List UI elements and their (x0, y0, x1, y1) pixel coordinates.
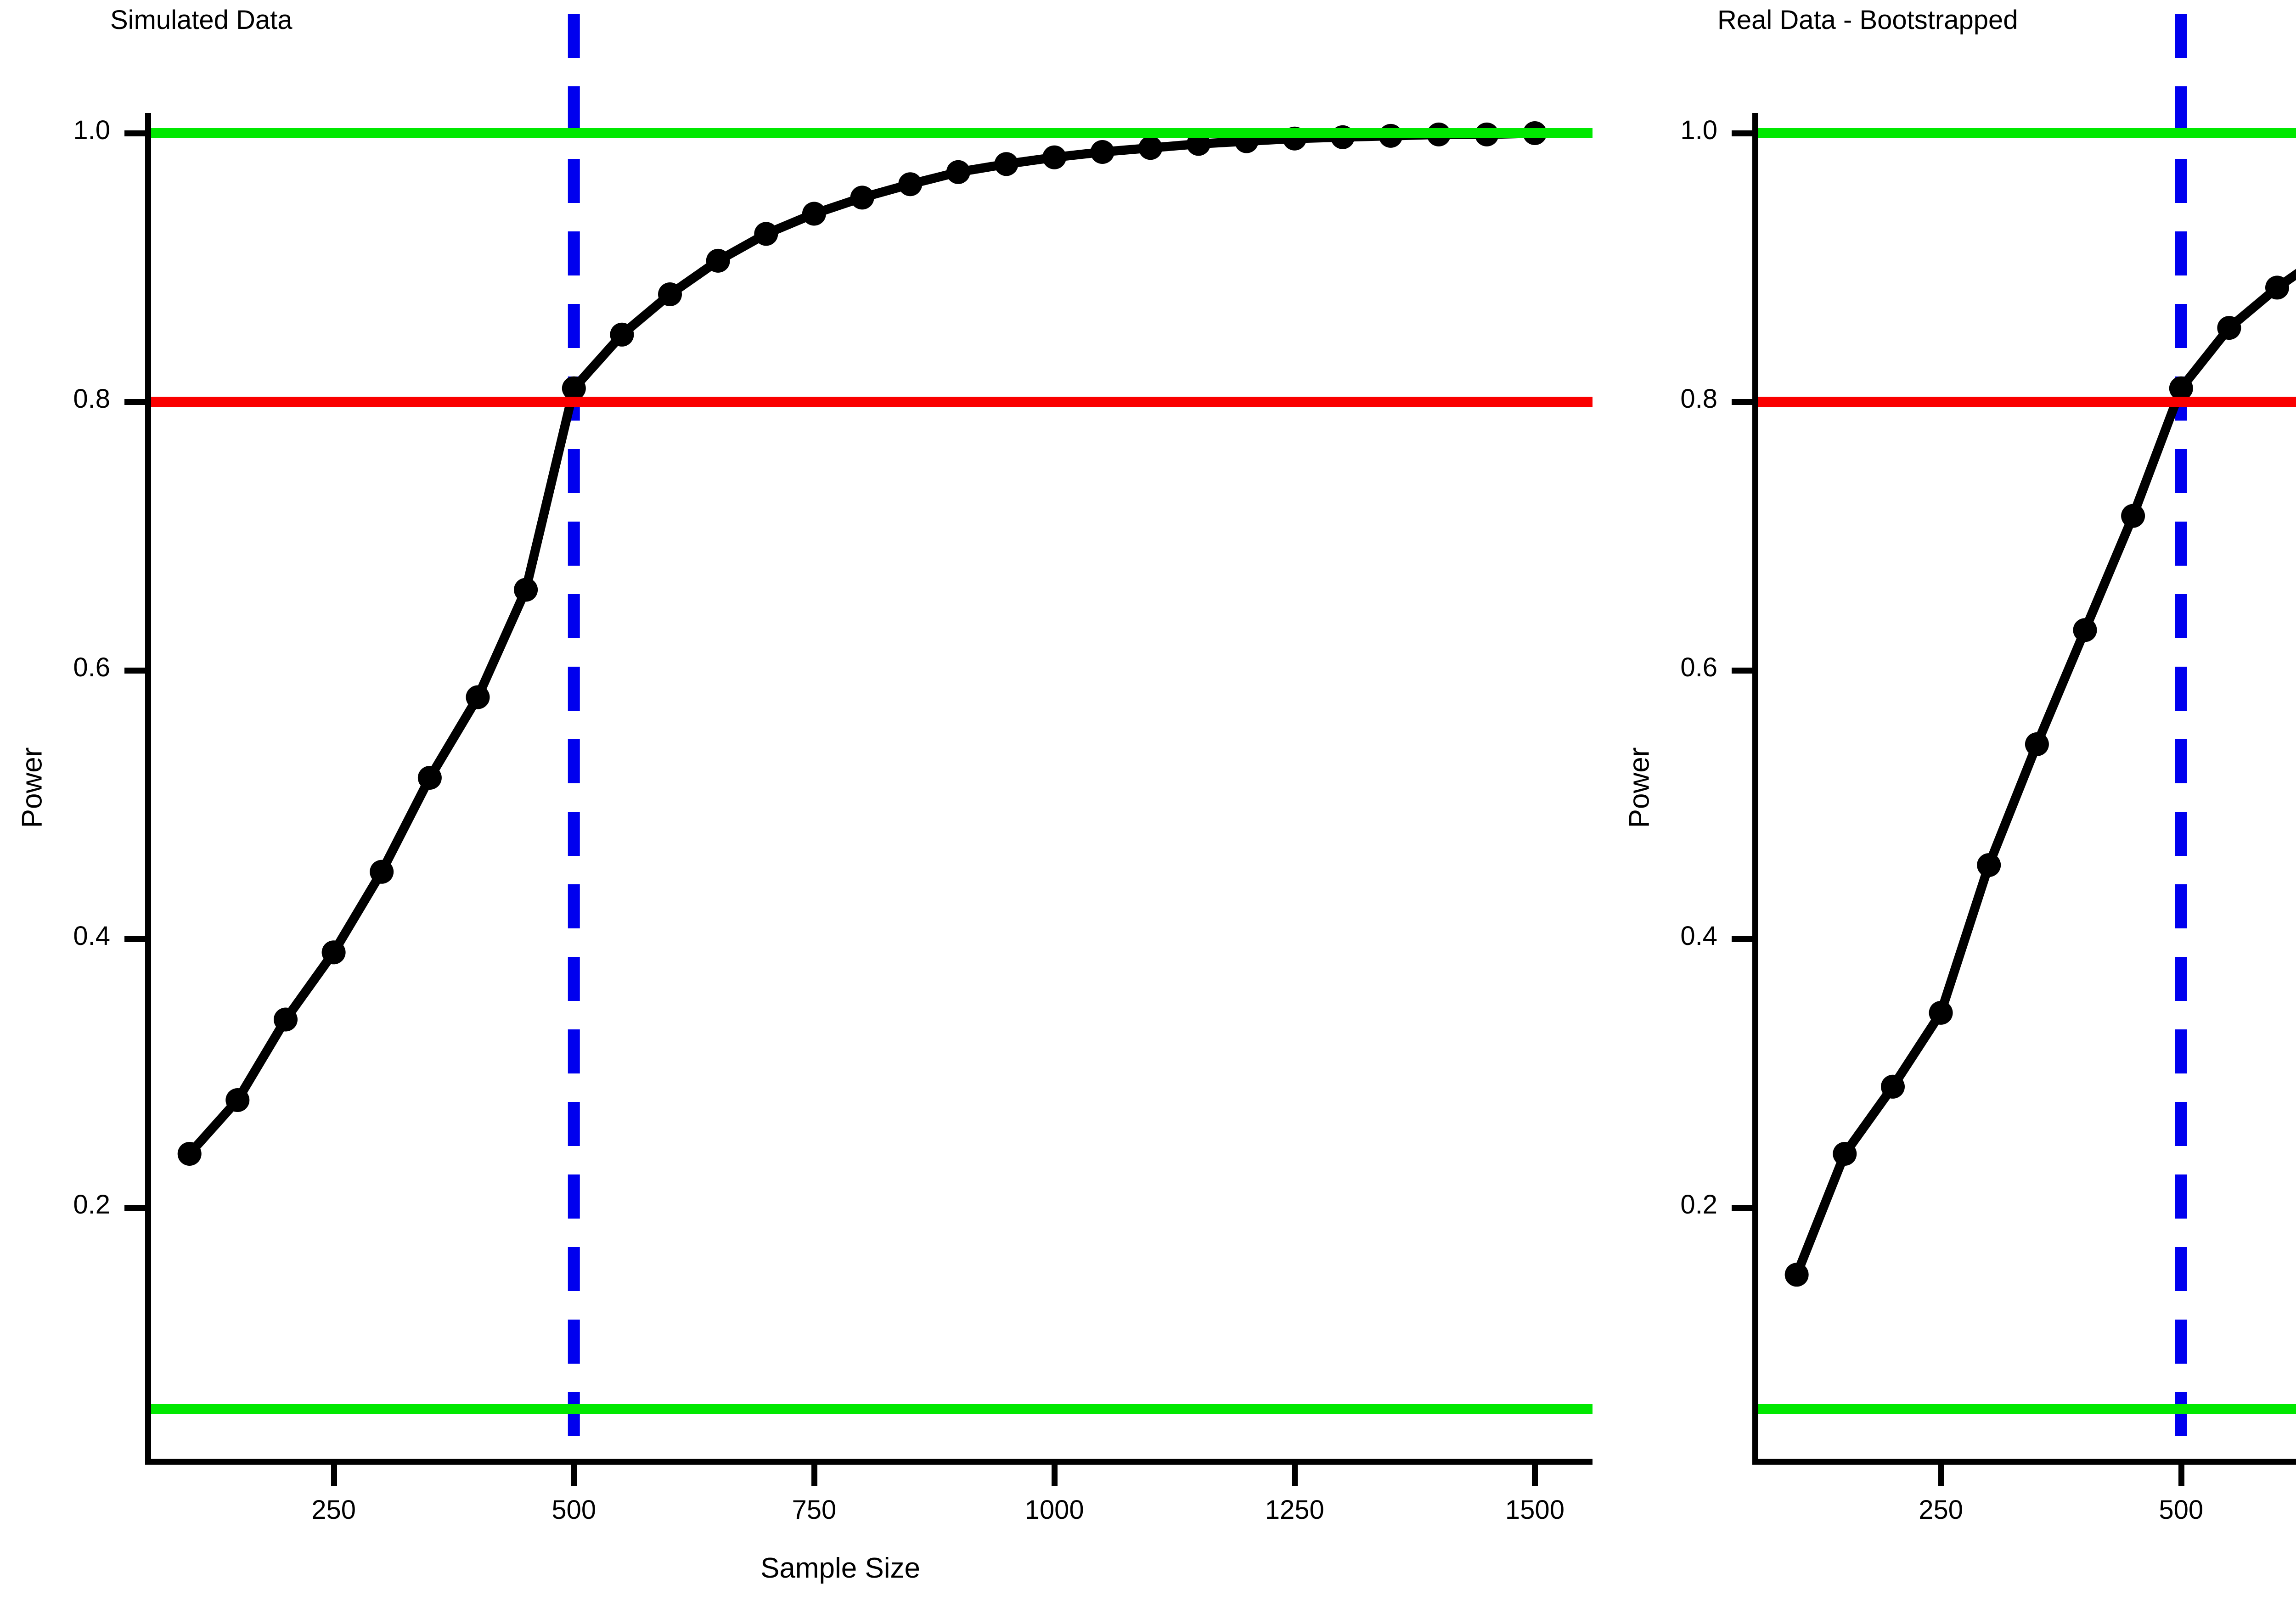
panel-real-data-bootstrapped: Real Data - Bootstrapped Sample Size Pow… (1607, 0, 2296, 1607)
data-point (1881, 1074, 1905, 1099)
data-point (1042, 145, 1067, 169)
x-axis-line-right (1752, 1459, 2296, 1465)
data-point (417, 766, 442, 790)
y-tick-0.6 (1732, 668, 1753, 674)
y-tick-1.0 (124, 130, 146, 136)
data-point (514, 578, 538, 602)
x-tick-250 (1938, 1465, 1944, 1486)
series-svg-left (177, 14, 1547, 1459)
x-tick-label-1250: 1250 (1265, 1495, 1324, 1525)
data-point (706, 248, 730, 273)
y-tick-0.2 (124, 1205, 146, 1211)
panel-simulated-data: Simulated Data Sample Size Power 0.2 0.4 0… (17, 5, 1593, 1584)
x-tick-label-1000: 1000 (1024, 1495, 1084, 1525)
data-point (274, 1007, 298, 1032)
data-point (2217, 316, 2241, 340)
data-point (802, 202, 826, 226)
data-point (562, 376, 586, 400)
y-tick-label-0.6: 0.6 (73, 652, 110, 682)
data-point (850, 185, 874, 210)
x-tick-500 (571, 1465, 577, 1486)
data-point (994, 152, 1019, 176)
x-tick-label-500: 500 (2159, 1495, 2204, 1525)
y-tick-label-0.4: 0.4 (1680, 921, 1717, 951)
y-axis-line-left (145, 113, 151, 1465)
power-curve-line (1792, 269, 2296, 1280)
data-point (1929, 1000, 1953, 1025)
x-axis-title-left: Sample Size (760, 1552, 921, 1584)
power-curve-line (185, 129, 1540, 1158)
data-point (658, 282, 682, 306)
power-0.8-threshold (151, 397, 1593, 407)
y-tick-label-1.0: 1.0 (73, 115, 110, 145)
y-tick-0.8 (124, 399, 146, 405)
y-tick-label-0.8: 0.8 (1680, 384, 1717, 414)
y-tick-0.4 (1732, 936, 1753, 942)
panel-title-left: Simulated Data (110, 5, 293, 35)
data-point (2169, 376, 2193, 400)
x-tick-1000 (1052, 1465, 1058, 1486)
panel-title-right: Real Data - Bootstrapped (1717, 5, 2018, 35)
x-tick-label-750: 750 (792, 1495, 837, 1525)
plot-area-left: Sample Size Power 0.2 0.4 0.6 0.8 1.0 250 500 7… (17, 14, 1593, 1584)
y-tick-label-0.8: 0.8 (73, 384, 110, 414)
data-point (321, 940, 346, 965)
y-tick-0.4 (124, 936, 146, 942)
data-point (946, 160, 970, 184)
data-point (1138, 136, 1163, 160)
data-point (177, 1142, 202, 1166)
y-tick-0.8 (1732, 399, 1753, 405)
x-tick-500 (2178, 1465, 2184, 1486)
data-point (2073, 618, 2097, 642)
data-point (1977, 853, 2001, 877)
data-point (2025, 732, 2049, 756)
x-tick-label-250: 250 (311, 1495, 356, 1525)
y-tick-0.6 (124, 668, 146, 674)
power-1.0-line (1758, 128, 2296, 138)
data-point (370, 860, 394, 884)
y-tick-label-0.6: 0.6 (1680, 652, 1717, 682)
y-tick-0.2 (1732, 1205, 1753, 1211)
y-tick-label-1.0: 1.0 (1680, 115, 1717, 145)
series-svg-right (1784, 14, 2296, 1459)
alpha-0.05-line (151, 1404, 1593, 1414)
alpha-0.05-line (1758, 1404, 2296, 1414)
x-tick-label-500: 500 (551, 1495, 597, 1525)
x-tick-750 (811, 1465, 817, 1486)
plot-area-right: Sample Size Power 0.20.40.60.81.02505007… (1607, 0, 2296, 1607)
power-1.0-line (151, 128, 1593, 138)
x-axis-line-left (145, 1459, 1593, 1465)
data-point (1833, 1142, 1857, 1166)
data-point (1090, 140, 1114, 164)
x-tick-250 (331, 1465, 337, 1486)
y-tick-label-0.2: 0.2 (73, 1190, 110, 1219)
power-0.8-threshold (1758, 397, 2296, 407)
x-tick-1250 (1292, 1465, 1298, 1486)
y-tick-label-0.2: 0.2 (1680, 1190, 1717, 1219)
data-point (754, 222, 778, 246)
y-axis-line-right (1752, 113, 1758, 1465)
x-tick-label-1500: 1500 (1505, 1495, 1564, 1525)
data-point (2265, 275, 2289, 300)
data-point (898, 172, 923, 197)
data-point (610, 322, 634, 347)
data-point (2121, 504, 2145, 528)
data-point (1784, 1263, 1809, 1287)
data-point (466, 685, 490, 709)
x-tick-1500 (1532, 1465, 1538, 1486)
data-point (225, 1088, 250, 1112)
y-tick-1.0 (1732, 130, 1753, 136)
x-tick-label-250: 250 (1919, 1495, 1963, 1525)
y-tick-label-0.4: 0.4 (73, 921, 110, 951)
